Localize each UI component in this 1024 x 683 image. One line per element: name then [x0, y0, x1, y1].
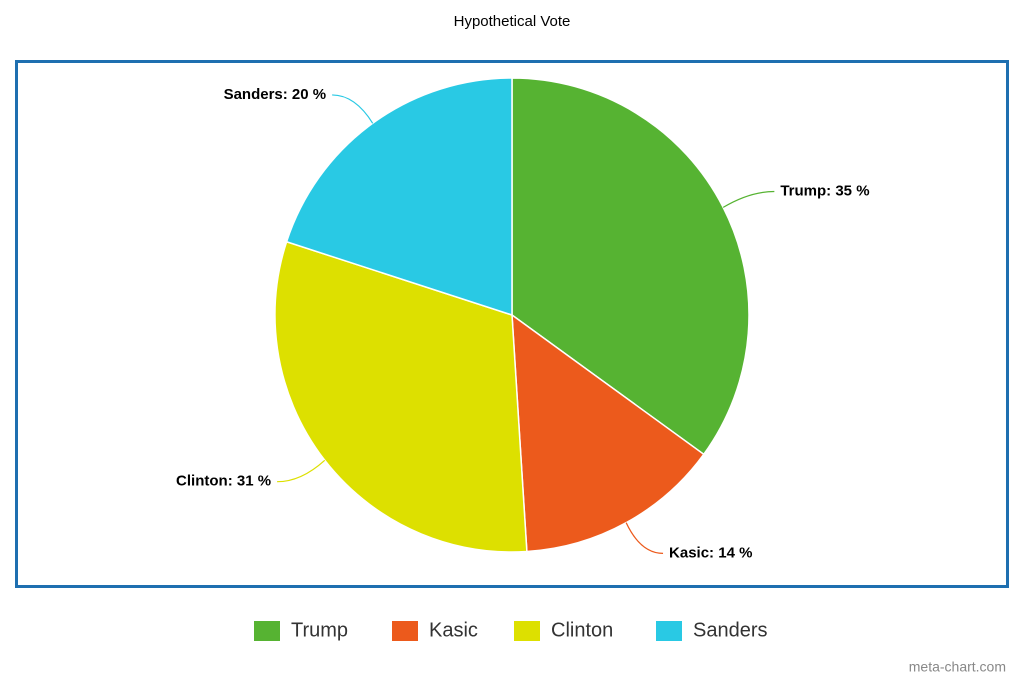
pie-slice: [285, 77, 513, 317]
data-label: Sanders: 20 %: [224, 86, 327, 103]
leader-line: [332, 94, 374, 124]
pie-slice: [511, 313, 705, 553]
leader-line: [625, 522, 664, 554]
data-label: Trump: 35 %: [780, 182, 869, 199]
leader-line: [277, 459, 326, 483]
legend-label: Clinton: [551, 619, 613, 641]
data-label: Clinton: 31 %: [176, 473, 271, 490]
pie-slice: [511, 77, 750, 456]
plot-border: [15, 60, 1009, 588]
legend-label: Sanders: [693, 619, 768, 641]
legend-swatch: [392, 621, 418, 641]
legend-swatch: [514, 621, 540, 641]
legend-swatch: [656, 621, 682, 641]
pie-slice: [274, 240, 528, 553]
leader-line: [722, 190, 775, 208]
legend-label: Kasic: [429, 619, 478, 641]
legend-label: Trump: [291, 619, 348, 641]
chart-title: Hypothetical Vote: [454, 13, 571, 30]
data-label: Kasic: 14 %: [669, 544, 752, 561]
legend-swatch: [254, 621, 280, 641]
credit: meta-chart.com: [909, 659, 1006, 675]
